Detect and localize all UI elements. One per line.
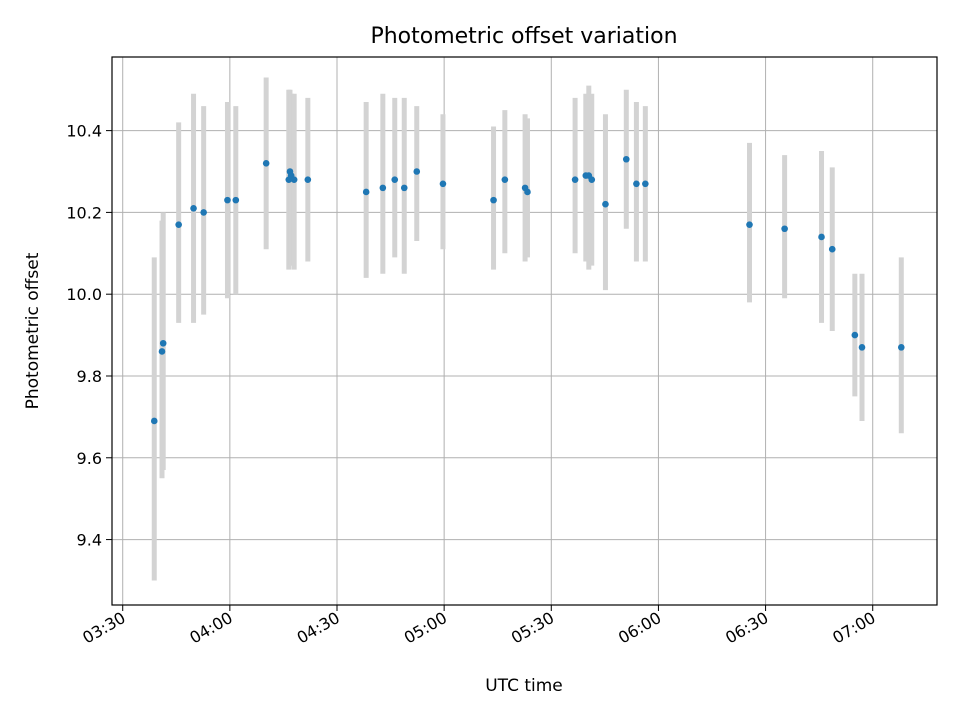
plot-frame — [111, 56, 938, 606]
x-tick-label: 04:00 — [186, 608, 235, 648]
y-tick-label: 9.8 — [77, 367, 102, 386]
data-point — [501, 176, 509, 183]
x-tick-label: 03:30 — [79, 608, 128, 648]
y-tick-label: 10.4 — [66, 122, 102, 141]
data-point — [413, 168, 421, 175]
data-point — [224, 196, 231, 204]
chart-title: Photometric offset variation — [370, 24, 677, 49]
data-point — [622, 155, 630, 163]
y-tick-label: 9.6 — [77, 449, 102, 468]
data-point — [290, 176, 298, 183]
data-point — [262, 160, 270, 167]
x-axis-ticks: 03:30 04:00 04:30 05:00 05:30 06:00 06:30 07:00 — [79, 605, 879, 648]
data-point — [150, 417, 158, 425]
y-axis-ticks: 9.4 9.6 9.8 10.0 10.2 10.4 — [66, 122, 112, 550]
data-point — [851, 331, 859, 339]
y-tick-label: 10.2 — [66, 203, 102, 222]
data-point — [175, 221, 182, 228]
x-tick-label: 07:00 — [829, 608, 878, 648]
error-bars — [151, 77, 904, 581]
data-point — [818, 233, 825, 241]
y-tick-label: 10.0 — [66, 285, 102, 304]
data-point — [200, 209, 207, 216]
data-point — [858, 344, 866, 351]
x-tick-label: 05:30 — [508, 608, 557, 648]
data-point — [400, 184, 408, 192]
data-point — [602, 200, 609, 208]
data-point — [158, 348, 166, 355]
data-point — [304, 176, 312, 183]
data-point — [159, 339, 167, 347]
data-point — [524, 188, 531, 196]
data-points — [150, 155, 905, 425]
y-axis-label: Photometric offset — [23, 252, 43, 409]
data-point — [232, 196, 240, 204]
data-point — [391, 176, 399, 183]
data-point — [362, 188, 370, 196]
y-tick-label: 9.4 — [77, 531, 102, 550]
data-point — [588, 176, 596, 183]
x-tick-label: 04:30 — [294, 608, 343, 648]
x-tick-label: 06:30 — [722, 608, 771, 648]
x-tick-label: 06:00 — [615, 608, 664, 648]
x-tick-label: 05:00 — [401, 608, 450, 648]
data-point — [746, 221, 753, 228]
data-point — [190, 205, 197, 212]
data-point — [379, 184, 387, 192]
x-axis-label: UTC time — [485, 676, 563, 696]
data-point — [633, 180, 640, 188]
data-point — [490, 196, 497, 204]
data-point — [642, 180, 649, 188]
data-point — [439, 180, 447, 188]
data-point — [781, 225, 788, 233]
data-point — [897, 344, 905, 351]
data-point — [571, 176, 579, 183]
data-point — [828, 245, 836, 253]
